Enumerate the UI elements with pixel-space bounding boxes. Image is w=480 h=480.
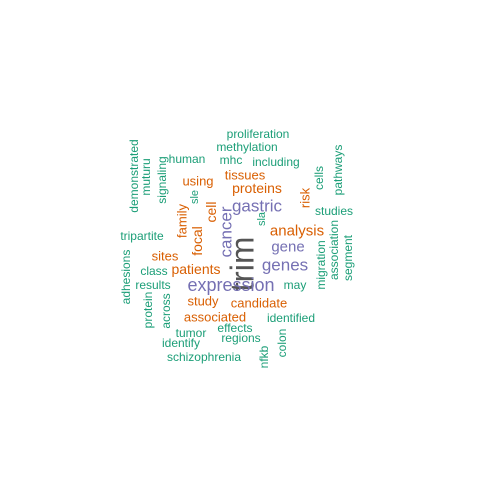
word-methylation: methylation [216,140,277,154]
word-identify: identify [162,336,200,350]
word-study: study [187,294,219,309]
word-studies: studies [315,204,353,218]
word-class: class [140,264,167,278]
word-demonstrated: demonstrated [127,139,141,212]
word-muturu: muturu [139,158,153,195]
word-nfkb: nfkb [257,345,271,368]
word-human: human [169,152,206,166]
word-tripartite: tripartite [120,229,164,243]
word-cells: cells [312,166,326,190]
word-cell: cell [203,201,219,222]
word-effects: effects [217,321,252,335]
word-segment: segment [341,234,355,281]
word-protein: protein [141,292,155,329]
word-cancer: cancer [217,206,236,257]
word-regions: regions [221,331,260,345]
word-risk: risk [298,187,313,208]
word-mhc: mhc [220,153,243,167]
word-schizophrenia: schizophrenia [167,350,241,364]
word-using: using [182,174,213,189]
word-candidate: candidate [231,296,287,311]
word-tumor: tumor [176,326,207,340]
word-proteins: proteins [232,180,282,196]
word-colon: colon [275,329,289,358]
word-across: across [159,293,173,328]
word-gene: gene [271,239,304,256]
word-tissues: tissues [225,168,266,183]
word-sites: sites [152,249,179,264]
word-associated: associated [184,310,246,325]
word-sla: sla [256,211,268,226]
word-signaling: signaling [155,156,169,203]
word-analysis: analysis [270,223,324,240]
word-family: family [175,204,190,238]
word-adhesions: adhesions [119,250,133,305]
word-proliferation: proliferation [227,127,290,141]
word-pathways: pathways [331,145,345,196]
word-sle: sle [189,190,201,204]
word-including: including [252,155,299,169]
word-trim: trim [224,237,261,292]
word-association: association [327,220,341,280]
word-patients: patients [171,261,220,277]
word-genes: genes [262,256,308,275]
word-gastric: gastric [232,197,283,216]
word-focal: focal [189,226,205,256]
word-identified: identified [267,311,315,325]
word-migration: migration [314,240,328,289]
word-may: may [284,278,307,292]
word-results: results [135,278,170,292]
word-expression: expression [187,275,274,295]
